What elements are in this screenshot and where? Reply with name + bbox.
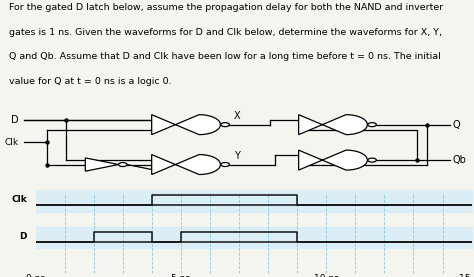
Polygon shape xyxy=(299,150,367,170)
Text: Q and Qb. Assume that D and Clk have been low for a long time before t = 0 ns. T: Q and Qb. Assume that D and Clk have bee… xyxy=(9,52,441,61)
Text: For the gated D latch below, assume the propagation delay for both the NAND and : For the gated D latch below, assume the … xyxy=(9,3,444,12)
Text: Qb: Qb xyxy=(453,155,466,165)
Text: D: D xyxy=(11,115,19,125)
Text: Clk: Clk xyxy=(11,196,27,204)
Circle shape xyxy=(118,163,127,166)
Text: X: X xyxy=(234,111,241,121)
Text: Y: Y xyxy=(234,151,240,161)
Text: 5 ns: 5 ns xyxy=(172,274,191,277)
Text: D: D xyxy=(19,232,27,241)
Text: Q: Q xyxy=(453,120,460,130)
Circle shape xyxy=(368,158,376,162)
Text: 0 ns: 0 ns xyxy=(26,274,45,277)
Text: Clk: Clk xyxy=(5,138,19,147)
Text: 15 ns: 15 ns xyxy=(459,274,474,277)
Polygon shape xyxy=(299,115,367,135)
Circle shape xyxy=(221,123,229,127)
Polygon shape xyxy=(85,158,118,171)
Polygon shape xyxy=(152,115,220,135)
Circle shape xyxy=(221,163,229,166)
Text: 10 ns: 10 ns xyxy=(314,274,338,277)
Polygon shape xyxy=(152,155,220,175)
Circle shape xyxy=(368,123,376,127)
Text: value for Q at t = 0 ns is a logic 0.: value for Q at t = 0 ns is a logic 0. xyxy=(9,77,172,86)
Text: gates is 1 ns. Given the waveforms for D and Clk below, determine the waveforms : gates is 1 ns. Given the waveforms for D… xyxy=(9,28,443,37)
